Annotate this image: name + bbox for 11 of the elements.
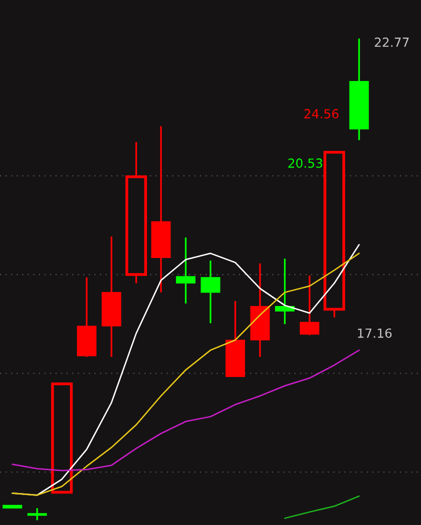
- candlestick: [176, 236, 196, 304]
- candlestick: [102, 236, 122, 358]
- candlestick: [200, 260, 220, 324]
- candlestick: [349, 38, 369, 141]
- text: 22.77: [374, 38, 409, 47]
- annotation: 20.53: [288, 158, 322, 168]
- annotation: 17.16: [358, 328, 392, 338]
- annotation: 24.56: [304, 109, 338, 118]
- candlestick: [275, 258, 295, 325]
- candlestick: [250, 262, 270, 358]
- candlestick: [151, 125, 171, 294]
